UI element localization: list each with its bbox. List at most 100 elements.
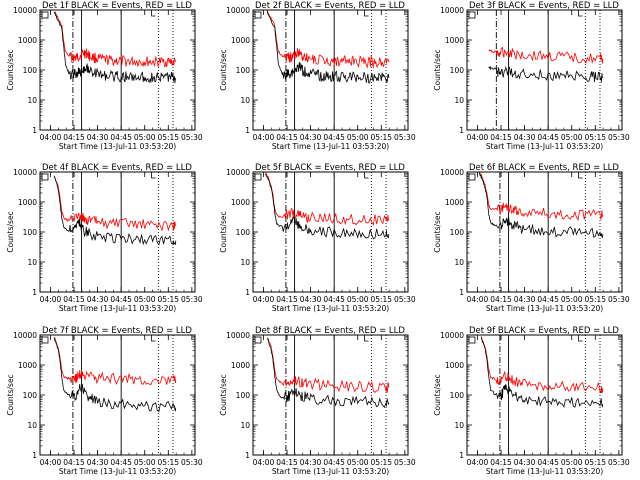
- y-tick-label: 10000: [226, 168, 250, 177]
- y-tick-label: 1000: [18, 361, 37, 370]
- x-tick-label: 04:45: [110, 133, 132, 142]
- x-tick-label: 05:00: [561, 295, 583, 304]
- x-tick-label: 05:15: [157, 295, 179, 304]
- x-tick-label: 05:00: [347, 295, 369, 304]
- panel-det-7: Det 7f BLACK = Events, RED = LLD 1 10 100 10…: [6, 326, 203, 476]
- panel-title: Det 8f BLACK = Events, RED = LLD: [255, 326, 405, 336]
- x-tick-label: 04:15: [63, 295, 85, 304]
- y-tick-label: 1000: [18, 198, 37, 207]
- x-tick-label: 05:15: [157, 458, 179, 467]
- events-series-line: [488, 65, 604, 83]
- corner-mark: [41, 173, 49, 181]
- x-tick-label: 04:15: [490, 458, 512, 467]
- x-axis-label: Start Time (13-Jul-11 03:53:20): [486, 304, 603, 313]
- x-tick-label: 04:30: [300, 458, 322, 467]
- x-tick-label: 05:15: [370, 458, 392, 467]
- x-tick-label: 04:30: [300, 133, 322, 142]
- y-axis-label: Counts/sec: [219, 49, 228, 90]
- x-tick-label: 05:00: [134, 458, 156, 467]
- x-tick-label: 04:15: [490, 133, 512, 142]
- corner-bracket: [151, 10, 156, 17]
- x-tick-label: 05:15: [157, 133, 179, 142]
- corner-bracket: [364, 335, 369, 342]
- x-tick-label: 05:30: [394, 133, 416, 142]
- x-tick-label: 04:45: [323, 458, 345, 467]
- events-series-line: [53, 337, 177, 413]
- x-tick-label: 04:45: [537, 458, 559, 467]
- y-tick-label: 10000: [440, 168, 464, 177]
- lld-series-line: [480, 336, 604, 394]
- x-tick-label: 04:00: [253, 295, 275, 304]
- y-tick-label: 1000: [445, 198, 464, 207]
- panel-det-8: Det 8f BLACK = Events, RED = LLD 1 10 100 10…: [219, 326, 416, 476]
- x-tick-label: 05:15: [370, 295, 392, 304]
- x-tick-label: 04:15: [63, 133, 85, 142]
- x-tick-label: 04:30: [514, 458, 536, 467]
- y-tick-label: 10: [454, 96, 464, 105]
- lld-series-line: [53, 176, 176, 232]
- x-tick-label: 05:15: [584, 133, 606, 142]
- y-tick-label: 1: [32, 126, 37, 135]
- x-tick-label: 05:30: [394, 295, 416, 304]
- events-series-line: [266, 10, 390, 84]
- x-axis-label: Start Time (13-Jul-11 03:53:20): [59, 142, 176, 151]
- x-axis-label: Start Time (13-Jul-11 03:53:20): [59, 467, 176, 476]
- y-tick-label: 100: [450, 391, 465, 400]
- y-tick-label: 1: [459, 288, 464, 297]
- x-tick-label: 04:00: [40, 295, 62, 304]
- corner-bracket: [578, 335, 583, 342]
- panel-title: Det 4f BLACK = Events, RED = LLD: [42, 163, 192, 173]
- y-tick-label: 100: [23, 228, 38, 237]
- y-tick-label: 1: [245, 126, 250, 135]
- y-tick-label: 1: [459, 451, 464, 460]
- panel-det-6: Det 6f BLACK = Events, RED = LLD 1 10 100 10…: [433, 163, 630, 313]
- events-series-line: [53, 12, 177, 84]
- x-tick-label: 05:00: [561, 133, 583, 142]
- y-tick-label: 10: [454, 421, 464, 430]
- x-tick-label: 04:00: [467, 458, 489, 467]
- x-tick-label: 05:30: [608, 458, 630, 467]
- y-tick-label: 100: [23, 66, 38, 75]
- x-tick-label: 05:30: [608, 133, 630, 142]
- y-tick-label: 10: [27, 258, 37, 267]
- events-series-line: [265, 173, 390, 240]
- panel-det-1: Det 1f BLACK = Events, RED = LLD 1 10 100 10…: [6, 1, 203, 151]
- corner-mark: [468, 173, 476, 181]
- x-tick-label: 04:30: [300, 295, 322, 304]
- y-tick-label: 1: [32, 288, 37, 297]
- lld-series-line: [266, 9, 390, 69]
- corner-mark: [41, 11, 49, 19]
- events-series-line: [267, 338, 390, 409]
- corner-mark: [468, 336, 476, 344]
- corner-bracket: [578, 172, 583, 179]
- y-tick-label: 10000: [226, 331, 250, 340]
- x-tick-label: 05:30: [181, 458, 203, 467]
- y-tick-label: 1000: [231, 361, 250, 370]
- corner-mark: [254, 173, 262, 181]
- y-tick-label: 100: [23, 391, 38, 400]
- x-axis-label: Start Time (13-Jul-11 03:53:20): [272, 467, 389, 476]
- y-tick-label: 100: [450, 66, 465, 75]
- y-tick-label: 1000: [231, 198, 250, 207]
- x-tick-label: 04:30: [87, 133, 109, 142]
- x-axis-label: Start Time (13-Jul-11 03:53:20): [272, 304, 389, 313]
- panel-title: Det 2f BLACK = Events, RED = LLD: [255, 1, 405, 11]
- x-tick-label: 05:15: [584, 458, 606, 467]
- y-axis-label: Counts/sec: [433, 211, 442, 252]
- corner-bracket: [151, 335, 156, 342]
- corner-bracket: [578, 10, 583, 17]
- y-axis-label: Counts/sec: [219, 374, 228, 415]
- plot-frame: [466, 334, 623, 456]
- x-tick-label: 04:45: [110, 295, 132, 304]
- y-tick-label: 10000: [440, 6, 464, 15]
- x-tick-label: 04:45: [323, 133, 345, 142]
- x-tick-label: 05:30: [394, 458, 416, 467]
- plot-frame: [39, 334, 196, 456]
- y-tick-label: 100: [236, 66, 251, 75]
- plot-frame: [39, 171, 196, 293]
- y-tick-label: 1000: [18, 36, 37, 45]
- x-tick-label: 04:30: [514, 295, 536, 304]
- plot-frame: [39, 9, 196, 131]
- x-tick-label: 04:15: [276, 458, 298, 467]
